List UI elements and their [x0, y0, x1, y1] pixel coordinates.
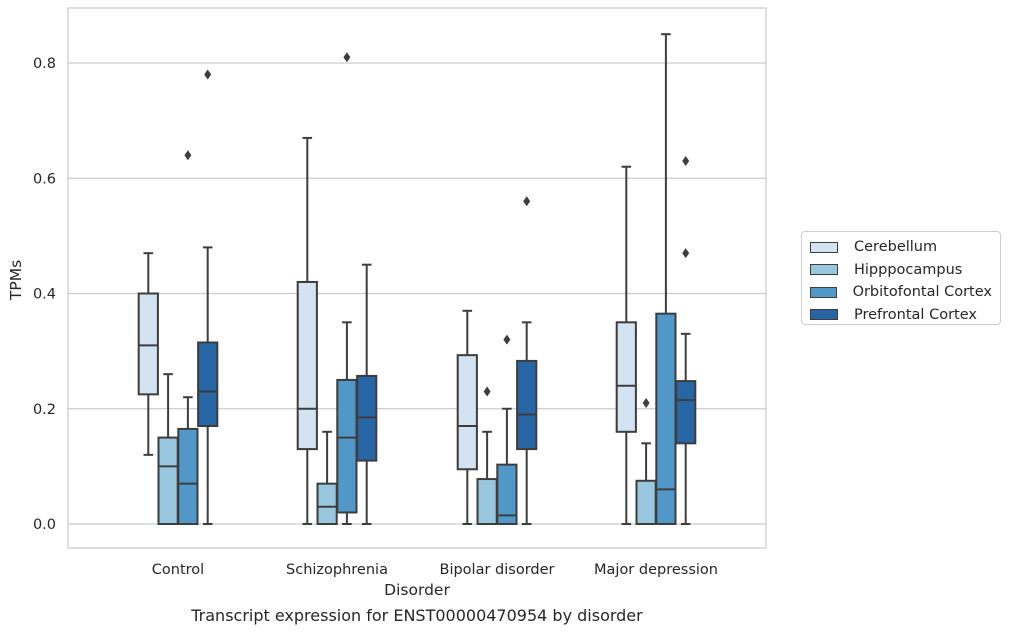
- legend-label: Hipppocampus: [854, 261, 963, 278]
- legend-swatch: [810, 241, 838, 253]
- iqr-box: [476, 478, 498, 525]
- box-cerebellum-1: [296, 136, 318, 525]
- legend-label: Cerebellum: [854, 239, 938, 256]
- x-axis-label: Disorder: [384, 581, 450, 599]
- legend-swatch: [810, 264, 838, 276]
- outlier-point: [483, 386, 491, 397]
- iqr-box: [336, 378, 358, 514]
- box-orbitofontal-cortex-2: [496, 334, 518, 525]
- legend: Cerebellum Hipppocampus Orbitofontal Corte…: [801, 231, 1001, 325]
- y-tick-label: 0.2: [33, 402, 56, 418]
- y-tick-label: 0.0: [33, 517, 56, 533]
- box-cerebellum-2: [456, 309, 478, 525]
- box-prefrontal-cortex-2: [516, 196, 538, 525]
- iqr-box: [675, 380, 697, 445]
- iqr-box: [296, 280, 318, 451]
- plot-area-frame: [67, 7, 767, 549]
- iqr-box: [516, 359, 538, 451]
- legend-item: Orbitofontal Cortex: [810, 281, 992, 304]
- legend-item: Hipppocampus: [810, 259, 992, 282]
- iqr-box: [456, 354, 478, 471]
- box-prefrontal-cortex-0: [197, 69, 219, 525]
- y-tick-label: 0.6: [33, 171, 56, 187]
- outlier-point: [343, 52, 351, 63]
- box-cerebellum-3: [615, 165, 637, 525]
- legend-swatch: [810, 286, 837, 298]
- iqr-box: [496, 463, 518, 525]
- x-tick-label: Major depression: [594, 562, 718, 578]
- y-tick-label: 0.8: [33, 56, 56, 72]
- box-groups: [137, 33, 697, 526]
- legend-item: Prefrontal Cortex: [810, 304, 992, 327]
- box-prefrontal-cortex-1: [356, 263, 378, 525]
- box-orbitofontal-cortex-1: [336, 52, 358, 525]
- box-hipppocampus-2: [476, 386, 498, 525]
- x-tick-label: Control: [152, 562, 204, 578]
- y-axis-label: TPMs: [7, 260, 25, 301]
- iqr-box: [615, 321, 637, 433]
- box-hipppocampus-1: [316, 430, 338, 526]
- y-tick-label: 0.4: [33, 287, 56, 303]
- box-cerebellum-0: [137, 252, 159, 456]
- chart-caption: Transcript expression for ENST0000047095…: [191, 606, 643, 625]
- box-prefrontal-cortex-3: [675, 155, 697, 525]
- iqr-box: [316, 482, 338, 526]
- box-hipppocampus-0: [157, 373, 179, 525]
- iqr-box: [177, 427, 199, 526]
- box-orbitofontal-cortex-3: [655, 33, 677, 526]
- x-axis-ticks: Control Schizophrenia Bipolar disorder Majo…: [152, 562, 718, 578]
- iqr-box: [157, 436, 179, 525]
- box-hipppocampus-3: [635, 397, 657, 525]
- legend-label: Prefrontal Cortex: [854, 306, 977, 323]
- iqr-box: [137, 292, 159, 396]
- outlier-point: [682, 248, 690, 259]
- outlier-point: [184, 150, 192, 161]
- iqr-box: [635, 479, 657, 525]
- outlier-point: [204, 69, 212, 80]
- iqr-box: [655, 312, 677, 526]
- legend-label: Orbitofontal Cortex: [852, 284, 992, 301]
- y-axis-ticks: 0.0 0.2 0.4 0.6 0.8: [33, 56, 56, 533]
- outlier-point: [503, 334, 511, 345]
- outlier-point: [682, 155, 690, 166]
- legend-swatch: [810, 309, 838, 321]
- box-orbitofontal-cortex-0: [177, 150, 199, 526]
- iqr-box: [197, 341, 219, 428]
- legend-item: Cerebellum: [810, 236, 992, 259]
- outlier-point: [523, 196, 531, 207]
- x-tick-label: Schizophrenia: [286, 562, 388, 578]
- outlier-point: [642, 397, 650, 408]
- x-tick-label: Bipolar disorder: [440, 562, 555, 578]
